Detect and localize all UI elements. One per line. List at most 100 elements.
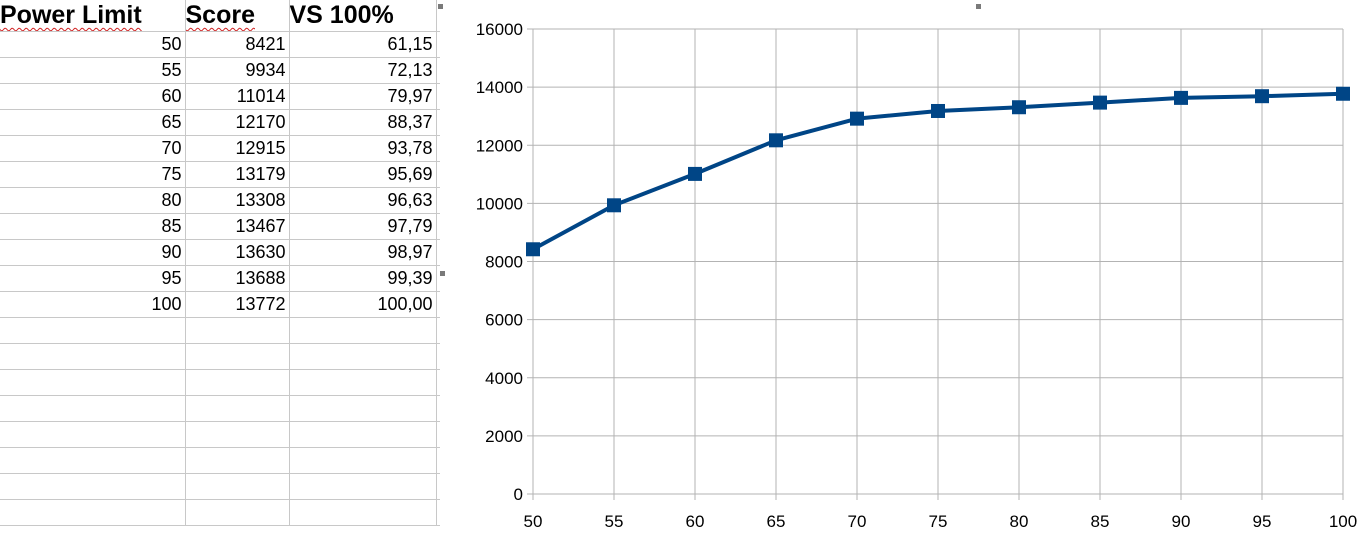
empty-cell[interactable] (289, 317, 437, 344)
empty-cell[interactable] (0, 473, 186, 500)
power-limit-cell[interactable]: 55 (0, 57, 186, 84)
score-cell[interactable]: 13467 (185, 213, 290, 240)
empty-row (0, 343, 440, 370)
vs-100-cell[interactable]: 98,97 (289, 239, 437, 266)
score-cell[interactable]: 13179 (185, 161, 290, 188)
edge-cell (436, 57, 440, 84)
empty-cell[interactable] (0, 395, 186, 422)
edge-cell (436, 317, 440, 344)
empty-cell[interactable] (185, 343, 290, 370)
score-cell[interactable]: 9934 (185, 57, 290, 84)
x-tick-label: 60 (686, 512, 705, 531)
table-row: 60 11014 79,97 (0, 83, 440, 110)
table-row: 100 13772 100,00 (0, 291, 440, 318)
header-score-text: Score (185, 0, 255, 29)
empty-cell[interactable] (289, 447, 437, 474)
empty-cell[interactable] (0, 421, 186, 448)
power-limit-cell[interactable]: 60 (0, 83, 186, 110)
chart-selection-handle[interactable] (438, 4, 443, 9)
x-tick-label: 85 (1091, 512, 1110, 531)
power-limit-cell[interactable]: 95 (0, 265, 186, 292)
edge-cell (436, 343, 440, 370)
empty-cell[interactable] (289, 421, 437, 448)
score-cell[interactable]: 8421 (185, 31, 290, 58)
empty-cell[interactable] (0, 317, 186, 344)
y-tick-label: 2000 (485, 427, 523, 446)
empty-cell[interactable] (0, 369, 186, 396)
table-row: 50 8421 61,15 (0, 31, 440, 58)
data-point-marker (1174, 90, 1188, 105)
vs-100-cell[interactable]: 79,97 (289, 83, 437, 110)
header-cell-score[interactable]: Score (185, 0, 290, 32)
edge-cell (436, 83, 440, 110)
empty-cell[interactable] (0, 499, 186, 526)
x-tick-label: 50 (524, 512, 543, 531)
header-cell-power-limit[interactable]: Power Limit (0, 0, 186, 32)
x-tick-label: 80 (1010, 512, 1029, 531)
score-cell[interactable]: 11014 (185, 83, 290, 110)
y-tick-label: 8000 (485, 253, 523, 272)
x-tick-label: 55 (605, 512, 624, 531)
empty-cell[interactable] (289, 473, 437, 500)
table-row: 80 13308 96,63 (0, 187, 440, 214)
empty-row (0, 499, 440, 526)
header-cell-vs-100[interactable]: VS 100% (289, 0, 437, 32)
score-cell[interactable]: 13772 (185, 291, 290, 318)
vs-100-cell[interactable]: 97,79 (289, 213, 437, 240)
spreadsheet-grid[interactable]: Power Limit Score VS 100% 50 8421 61,15 55 9… (0, 0, 440, 537)
empty-cell[interactable] (0, 447, 186, 474)
empty-cell[interactable] (185, 317, 290, 344)
empty-cell[interactable] (185, 395, 290, 422)
score-cell[interactable]: 13630 (185, 239, 290, 266)
vs-100-cell[interactable]: 88,37 (289, 109, 437, 136)
score-cell[interactable]: 12915 (185, 135, 290, 162)
header-vs-100-text: VS 100% (289, 0, 394, 29)
y-tick-label: 12000 (476, 136, 523, 155)
header-row: Power Limit Score VS 100% (0, 0, 440, 32)
edge-cell (436, 499, 440, 526)
power-limit-cell[interactable]: 85 (0, 213, 186, 240)
empty-row (0, 317, 440, 344)
empty-row (0, 395, 440, 422)
vs-100-cell[interactable]: 95,69 (289, 161, 437, 188)
empty-cell[interactable] (185, 499, 290, 526)
empty-cell[interactable] (185, 421, 290, 448)
score-cell[interactable]: 13688 (185, 265, 290, 292)
empty-cell[interactable] (185, 447, 290, 474)
empty-cell[interactable] (185, 369, 290, 396)
x-tick-label: 70 (848, 512, 867, 531)
empty-cell[interactable] (0, 343, 186, 370)
power-limit-cell[interactable]: 80 (0, 187, 186, 214)
power-limit-cell[interactable]: 70 (0, 135, 186, 162)
empty-cell[interactable] (289, 395, 437, 422)
power-limit-cell[interactable]: 50 (0, 31, 186, 58)
power-limit-cell[interactable]: 90 (0, 239, 186, 266)
table-row: 90 13630 98,97 (0, 239, 440, 266)
vs-100-cell[interactable]: 99,39 (289, 265, 437, 292)
power-limit-cell[interactable]: 65 (0, 109, 186, 136)
vs-100-cell[interactable]: 100,00 (289, 291, 437, 318)
empty-row (0, 369, 440, 396)
line-chart[interactable]: 0 2000 4000 6000 8000 10000 12000 14000 16000 50 5… (440, 0, 1362, 537)
vs-100-cell[interactable]: 61,15 (289, 31, 437, 58)
edge-cell (436, 265, 440, 292)
vs-100-cell[interactable]: 96,63 (289, 187, 437, 214)
empty-cell[interactable] (289, 343, 437, 370)
vs-100-cell[interactable]: 93,78 (289, 135, 437, 162)
empty-row (0, 447, 440, 474)
empty-cell[interactable] (185, 473, 290, 500)
score-cell[interactable]: 13308 (185, 187, 290, 214)
chart-selection-handle[interactable] (440, 271, 445, 276)
empty-row (0, 473, 440, 500)
edge-cell (436, 187, 440, 214)
edge-cell (436, 473, 440, 500)
empty-cell[interactable] (289, 369, 437, 396)
empty-cell[interactable] (289, 499, 437, 526)
chart-selection-handle[interactable] (976, 4, 981, 9)
power-limit-cell[interactable]: 100 (0, 291, 186, 318)
score-cell[interactable]: 12170 (185, 109, 290, 136)
power-limit-cell[interactable]: 75 (0, 161, 186, 188)
vs-100-cell[interactable]: 72,13 (289, 57, 437, 84)
data-point-marker (1093, 95, 1107, 110)
edge-cell (436, 421, 440, 448)
